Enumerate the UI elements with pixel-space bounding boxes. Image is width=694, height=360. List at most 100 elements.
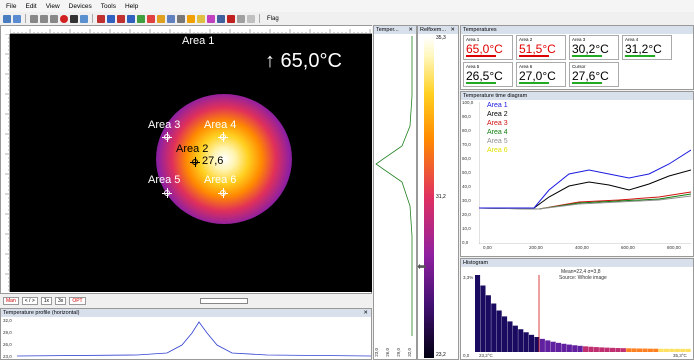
measure-icon[interactable]	[167, 14, 175, 23]
histogram-xleft: 0,0	[463, 353, 470, 358]
brush-icon[interactable]	[247, 14, 255, 23]
diagram-xtick: 0,00	[483, 245, 492, 250]
layout-icon[interactable]	[97, 14, 105, 23]
area-4-crosshair[interactable]	[218, 132, 228, 142]
vprofile-xtick: 26,0	[385, 348, 390, 357]
temp-cell-area-5[interactable]: Area 5 26,5°C	[463, 62, 513, 87]
scale-title-bar: Relfixem... ✕	[418, 26, 458, 34]
grid-icon[interactable]	[217, 14, 225, 23]
speed-1x-button[interactable]: 1x	[40, 297, 53, 305]
diagram-ytick: 30,0	[462, 198, 471, 203]
temp-cell-area-4[interactable]: Area 4 31,2°C	[622, 35, 672, 60]
close-icon[interactable]: ✕	[450, 27, 455, 33]
max-temperature-readout: ↑ 65,0°C	[265, 50, 342, 72]
close-icon[interactable]: ✕	[363, 310, 368, 316]
temp-cell-bar	[625, 55, 655, 57]
histogram-bar	[599, 347, 605, 352]
color-scale-panel: Relfixem... ✕ 35,3 31,2 23,2 ⬅	[417, 25, 459, 360]
temperatures-panel: Temperatures Area 1 65,0°C Area 2 51,5°C…	[460, 25, 694, 90]
scale-mid-label: 31,2	[436, 194, 446, 200]
histogram-plot[interactable]	[475, 275, 691, 352]
diagram-legend-item[interactable]: Area 5	[487, 138, 508, 145]
temp-cell-cursor[interactable]: Cursor 27,6°C	[569, 62, 619, 87]
temp-cell-bar	[572, 55, 602, 57]
histogram-bar	[577, 345, 583, 352]
cursor-crosshair[interactable]	[190, 157, 200, 167]
vprofile-xtick: 32,0	[407, 348, 412, 357]
open-icon[interactable]	[3, 14, 11, 23]
area-5-crosshair[interactable]	[162, 188, 172, 198]
series-area-3	[479, 191, 691, 210]
diagram-title: Temperature time diagram	[463, 93, 528, 99]
pause-icon[interactable]	[40, 14, 48, 23]
area-6-crosshair[interactable]	[218, 188, 228, 198]
temp-cell-area-1[interactable]: Area 1 65,0°C	[463, 35, 513, 60]
temp-cell-area-3[interactable]: Area 3 30,2°C	[569, 35, 619, 60]
stop-icon[interactable]	[50, 14, 58, 23]
thermal-image[interactable]: ↑ 65,0°C Area 1 Area 3 Area 4 Area 2 27,…	[10, 34, 372, 292]
histogram-bar	[480, 285, 486, 352]
diagram-ytick: 50,0	[462, 170, 471, 175]
color-bar[interactable]	[424, 36, 434, 358]
tools-icon[interactable]	[237, 14, 245, 23]
histogram-bar	[496, 310, 502, 352]
layout-3-icon[interactable]	[117, 14, 125, 23]
menu-edit[interactable]: Edit	[25, 2, 37, 10]
profile-curve	[17, 321, 371, 357]
diagram-plot[interactable]	[479, 102, 691, 244]
temp-cell-bar	[572, 82, 602, 84]
snapshot-icon[interactable]	[80, 14, 88, 23]
playback-slider[interactable]	[200, 298, 248, 304]
menu-file[interactable]: File	[6, 2, 17, 10]
diagram-legend-item[interactable]: Area 4	[487, 129, 508, 136]
vprofile-curve	[375, 36, 413, 336]
chart-icon[interactable]	[137, 14, 145, 23]
diagram-legend-item[interactable]: Area 6	[487, 147, 508, 154]
line-icon[interactable]	[147, 14, 155, 23]
histogram-bar	[566, 344, 572, 352]
area-4-label: Area 4	[204, 119, 237, 131]
settings-icon[interactable]	[177, 14, 185, 23]
menu-tools[interactable]: Tools	[100, 2, 116, 10]
palette-icon[interactable]	[157, 14, 165, 23]
arrow-left-icon[interactable]: ⬅	[417, 261, 427, 273]
opt-button[interactable]: OPT	[69, 297, 86, 305]
prev-next-button[interactable]: < / >	[21, 297, 38, 305]
menu-help[interactable]: Help	[124, 2, 139, 10]
histogram-bar	[604, 347, 610, 352]
histogram-ytop: 3,3%	[463, 275, 474, 280]
diagram-ytick: 40,0	[462, 184, 471, 189]
series-area-2	[479, 169, 691, 209]
menu-view[interactable]: View	[45, 2, 60, 10]
temp-cell-area-2[interactable]: Area 2 51,5°C	[516, 35, 566, 60]
camera-icon[interactable]	[70, 14, 78, 23]
histogram-bar	[583, 346, 589, 352]
speed-3x-button[interactable]: 3x	[55, 297, 67, 305]
area-3-crosshair[interactable]	[162, 132, 172, 142]
histogram-title: Histogram	[463, 260, 489, 266]
histogram-bar	[631, 348, 637, 352]
play-icon[interactable]	[30, 14, 38, 23]
profile-title: Temperature profile (horizontal)	[3, 310, 80, 316]
flag-button[interactable]: Flag	[267, 15, 279, 22]
rainbow-icon[interactable]	[197, 14, 205, 23]
layout-4-icon[interactable]	[127, 14, 135, 23]
save-icon[interactable]	[13, 14, 21, 23]
layout-2-icon[interactable]	[107, 14, 115, 23]
temp-cell-name: Cursor	[572, 64, 586, 69]
histogram-bar	[642, 348, 648, 352]
diagram-legend-item[interactable]: Area 2	[487, 111, 508, 118]
iron-icon[interactable]	[207, 14, 215, 23]
record-icon[interactable]	[60, 14, 68, 23]
temp-cell-area-6[interactable]: Area 6 27,0°C	[516, 62, 566, 87]
diagram-legend-item[interactable]: Area 1	[487, 102, 508, 109]
scale-icon[interactable]	[187, 14, 195, 23]
histogram-title-bar: Histogram	[461, 259, 693, 267]
diagram-legend-item[interactable]: Area 3	[487, 120, 508, 127]
menu-devices[interactable]: Devices	[68, 2, 92, 10]
close-icon[interactable]: ✕	[408, 27, 413, 33]
manual-button[interactable]: Man	[3, 297, 19, 305]
alarm-icon[interactable]	[227, 14, 235, 23]
thermal-image-panel: ↑ 65,0°C Area 1 Area 3 Area 4 Area 2 27,…	[0, 25, 372, 294]
hot-spot	[156, 94, 292, 224]
